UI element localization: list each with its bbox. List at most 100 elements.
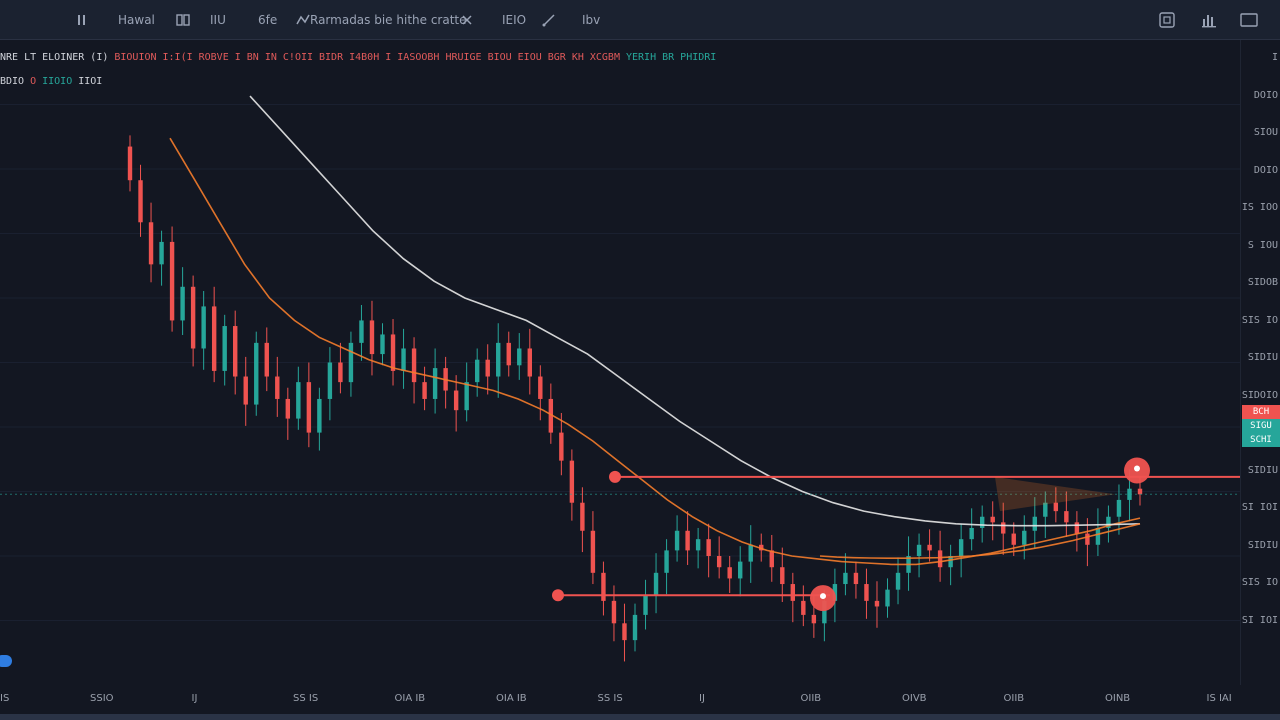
legend-item: BIDR I4B0H [319, 52, 380, 63]
candle-body [590, 530, 596, 573]
interval-label[interactable]: 6fe [258, 13, 278, 27]
candle-body [1022, 530, 1027, 545]
drawing-icon[interactable] [538, 9, 560, 31]
candle-body [517, 348, 522, 366]
candle-body [874, 600, 880, 607]
candle-body [474, 359, 480, 383]
legend-item: NRE LT ELOINER [0, 52, 85, 63]
candle-body [927, 544, 932, 551]
misc-label[interactable]: Ibv [582, 13, 601, 27]
candle-body [1053, 502, 1059, 512]
price-tag-red: BCH [1242, 405, 1280, 419]
candle-body [716, 556, 722, 568]
legend-item: ROBVE I BN IN C!OII [198, 52, 314, 63]
candle-body [601, 572, 606, 601]
candle-body [264, 342, 269, 377]
chart-pane[interactable] [0, 40, 1240, 685]
timeframe-label[interactable]: IIU [210, 13, 226, 27]
menu-icon[interactable] [72, 9, 94, 31]
candle-body [843, 572, 848, 585]
candle-body [801, 600, 806, 615]
candle-body [211, 306, 217, 371]
bars-icon[interactable] [1198, 9, 1220, 31]
candle-body [296, 382, 301, 419]
candle-body [464, 382, 469, 411]
candle-body [254, 342, 259, 405]
legend-item: O [30, 76, 37, 87]
compare-icon[interactable] [172, 9, 194, 31]
legend-item: YERIH BR PHIDRI [625, 52, 717, 63]
price-tag-green: SIGU [1242, 419, 1280, 433]
candle-body [527, 348, 532, 377]
candle-body [759, 544, 764, 551]
candle-body [138, 180, 143, 223]
time-axis-label: IS [0, 693, 10, 704]
price-axis-label: SI IOI [1241, 502, 1278, 513]
candle-body [1095, 527, 1101, 545]
time-axis-label: SS IS [293, 693, 319, 704]
candle-body [1043, 502, 1048, 517]
price-axis-label: SIDOIO [1241, 389, 1278, 401]
candle-body [538, 376, 543, 399]
time-axis-label: OIA IB [496, 693, 527, 704]
candle-body [411, 348, 417, 383]
series-legend: NRE LT ELOINER (I) BIOUION I:I(I ROBVE I BN … [0, 52, 722, 63]
price-axis-label: SI IOI [1241, 614, 1278, 626]
price-axis-label: DOIO [1253, 89, 1278, 101]
level-marker [609, 470, 621, 483]
candle-body [422, 382, 427, 399]
symbol-name[interactable]: Hawal [118, 13, 155, 27]
price-chart[interactable] [0, 40, 1240, 685]
indicator-icon[interactable] [292, 9, 314, 31]
candle-body [653, 572, 659, 596]
candle-body [275, 376, 280, 399]
scroll-toggle[interactable] [0, 655, 12, 667]
price-axis-label: SIOU [1253, 127, 1278, 138]
price-axis-label: SIDIU [1247, 539, 1278, 551]
time-axis-label: IJ [699, 693, 705, 704]
candle-body [453, 390, 459, 411]
candle-body [822, 600, 827, 624]
candle-body [359, 320, 364, 343]
candle-body [317, 398, 322, 433]
candle-body [432, 368, 438, 399]
legend-item: EIOU [517, 52, 542, 63]
time-axis-label: SSIO [90, 693, 114, 704]
fullscreen-icon[interactable] [1238, 9, 1260, 31]
candle-body [916, 544, 922, 556]
price-axis[interactable]: I DOIO SIOU DOIO IS IOO S IOU SIDOB SIS IO SIDIU… [1240, 40, 1280, 685]
time-axis-label: IS IAI [1206, 693, 1232, 704]
candle-body [201, 306, 206, 349]
indicators-menu[interactable]: Rarmadas bie hithe cratte [310, 13, 467, 27]
candle-body [485, 359, 490, 377]
candle-body [811, 614, 817, 624]
candle-body [695, 539, 701, 551]
price-axis-label: SIS IO [1241, 314, 1278, 326]
legend-item: BIOU [487, 52, 512, 63]
moving-average-line [169, 137, 1141, 566]
candle-body [327, 362, 333, 399]
time-label[interactable]: IEIO [502, 13, 527, 27]
candle-body [895, 572, 901, 590]
time-axis-label: SS IS [597, 693, 623, 704]
candle-body [348, 342, 354, 383]
legend-item: (I) [90, 52, 109, 63]
close-icon[interactable] [456, 9, 478, 31]
candle-body [180, 286, 185, 321]
candle-body [1032, 516, 1037, 531]
candle-body [685, 530, 690, 551]
candle-body [222, 326, 227, 371]
candle-body [580, 502, 585, 531]
screenshot-icon[interactable] [1156, 9, 1178, 31]
candle-body [559, 432, 564, 461]
candle-body [832, 584, 838, 601]
candle-body [738, 561, 743, 579]
price-tag-green-2: SCHI [1242, 433, 1280, 447]
candle-body [790, 584, 796, 601]
candle-body [632, 614, 638, 641]
candle-body [1106, 516, 1111, 528]
candle-body [643, 595, 648, 615]
time-axis[interactable]: IS SSIO IJ SS IS OIA IB OIA IB SS IS IJ OIIB OIVB… [0, 685, 1280, 715]
time-axis-label: OIVB [902, 693, 927, 704]
candle-body [548, 398, 554, 433]
